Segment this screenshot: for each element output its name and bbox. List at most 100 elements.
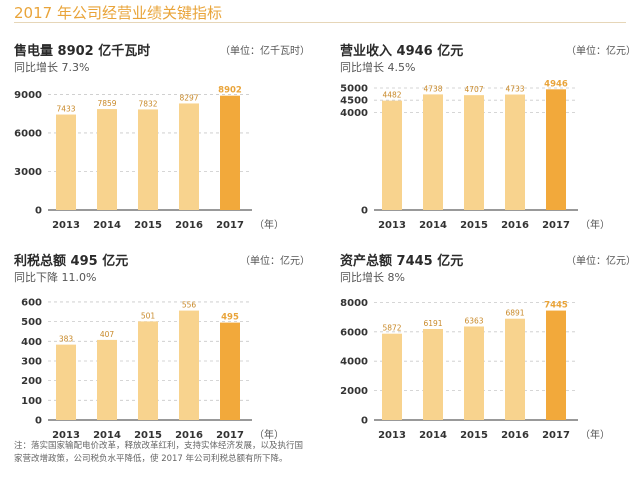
- bar-value-label: 6363: [464, 316, 483, 325]
- bar-value-label: 7832: [138, 99, 157, 108]
- panel-heading: 营业收入 4946 亿元: [340, 44, 464, 59]
- y-tick-label: 3000: [14, 167, 42, 178]
- panel-unit: （单位：亿千瓦时）: [220, 46, 310, 57]
- bar: [546, 310, 566, 420]
- bar: [464, 326, 484, 420]
- panel-revenue: 营业收入 4946 亿元 （单位：亿元） 同比增长 4.5% 0 4000 4500…: [340, 40, 636, 245]
- x-tick-label: 2016: [175, 220, 203, 231]
- x-tick-label: 2016: [501, 430, 529, 441]
- bar-value-label: 8902: [218, 86, 242, 96]
- x-tick-label: 2013: [378, 430, 406, 441]
- bar-chart-profit-tax: 0 100 200 300 400 500 600 383 2013 407 2014 501 2015…: [21, 297, 284, 441]
- y-tick-label: 100: [21, 396, 42, 407]
- panel-unit: （单位：亿元）: [566, 256, 636, 267]
- bar-value-label: 4946: [544, 79, 568, 89]
- x-tick-label: 2014: [419, 430, 447, 441]
- bar-value-label: 4738: [423, 84, 442, 93]
- bar-value-label: 501: [141, 311, 156, 320]
- panel-growth: 同比增长 7.3%: [14, 61, 90, 74]
- y-tick-label: 6000: [340, 327, 368, 338]
- bar-value-label: 7433: [56, 105, 75, 114]
- bar: [505, 94, 525, 210]
- y-tick-label: 6000: [14, 128, 42, 139]
- bar: [56, 344, 76, 420]
- panel-heading: 售电量 8902 亿千瓦时: [14, 44, 151, 59]
- x-tick-label: 2014: [93, 430, 121, 441]
- bar: [464, 95, 484, 210]
- x-tick-label: 2015: [134, 430, 162, 441]
- bar-value-label: 8297: [179, 93, 198, 102]
- x-tick-label: 2017: [216, 430, 244, 441]
- bar-value-label: 495: [221, 313, 239, 323]
- panel-total-assets: 资产总额 7445 亿元 （单位：亿元） 同比增长 8% 0 2000 4000 60…: [340, 250, 636, 455]
- x-tick-label: 2016: [501, 220, 529, 231]
- y-tick-label: 400: [21, 337, 42, 348]
- bar-value-label: 7859: [97, 99, 116, 108]
- y-tick-label: 4500: [340, 96, 368, 107]
- y-tick-label: 300: [21, 356, 42, 367]
- bar: [56, 114, 76, 210]
- bar-value-label: 6191: [423, 319, 442, 328]
- bar-value-label: 4733: [505, 85, 524, 94]
- panel-electricity-sales: 售电量 8902 亿千瓦时 （单位：亿千瓦时） 同比增长 7.3% 0 3000 6…: [14, 40, 314, 245]
- y-tick-label: 0: [361, 206, 368, 217]
- title-divider: [14, 22, 626, 23]
- y-tick-label: 4000: [340, 357, 368, 368]
- bar: [505, 318, 525, 420]
- bar: [546, 89, 566, 210]
- bar-value-label: 556: [182, 301, 197, 310]
- bar: [179, 310, 199, 420]
- bar: [220, 322, 240, 420]
- bar-value-label: 407: [100, 330, 115, 339]
- y-tick-label: 4000: [340, 108, 368, 119]
- x-tick-label: 2015: [460, 220, 488, 231]
- bar-value-label: 4482: [382, 91, 401, 100]
- bar: [423, 328, 443, 420]
- bar-value-label: 4707: [464, 85, 483, 94]
- bar: [382, 100, 402, 210]
- x-axis-unit-label: （年）: [254, 218, 284, 231]
- x-tick-label: 2016: [175, 430, 203, 441]
- y-tick-label: 2000: [340, 386, 368, 397]
- x-tick-label: 2013: [378, 220, 406, 231]
- panel-growth: 同比下降 11.0%: [14, 271, 97, 284]
- y-tick-label: 500: [21, 317, 42, 328]
- y-tick-label: 8000: [340, 298, 368, 309]
- panel-growth: 同比增长 4.5%: [340, 61, 416, 74]
- x-tick-label: 2013: [52, 220, 80, 231]
- y-tick-label: 0: [361, 416, 368, 427]
- x-tick-label: 2015: [134, 220, 162, 231]
- y-tick-label: 0: [35, 206, 42, 217]
- bar: [138, 109, 158, 210]
- x-axis-unit-label: （年）: [580, 428, 610, 441]
- bar-chart-electricity-sales: 0 3000 6000 9000 7433 2013 7859 2014 7832 2015 829…: [14, 86, 284, 231]
- footnote: 注：落实国家输配电价改革，释放改革红利，支持实体经济发展，以及执行国家营改增政策…: [14, 441, 304, 464]
- x-axis-unit-label: （年）: [580, 218, 610, 231]
- x-axis-unit-label: （年）: [254, 428, 284, 441]
- x-tick-label: 2017: [542, 430, 570, 441]
- bar: [97, 109, 117, 210]
- x-tick-label: 2017: [216, 220, 244, 231]
- panel-unit: （单位：亿元）: [566, 46, 636, 57]
- bar-value-label: 6891: [505, 309, 524, 318]
- panel-heading: 利税总额 495 亿元: [14, 254, 129, 269]
- bar-value-label: 7445: [544, 301, 568, 311]
- x-tick-label: 2014: [419, 220, 447, 231]
- bar-chart-total-assets: 0 2000 4000 6000 8000 5872 2013 6191 2014 6363 201…: [340, 298, 610, 441]
- bar: [138, 321, 158, 420]
- panel-heading: 资产总额 7445 亿元: [340, 254, 464, 269]
- bar-value-label: 383: [59, 335, 74, 344]
- x-tick-label: 2015: [460, 430, 488, 441]
- y-tick-label: 9000: [14, 90, 42, 101]
- bar: [382, 333, 402, 420]
- y-tick-label: 0: [35, 416, 42, 427]
- bar: [97, 339, 117, 420]
- y-tick-label: 600: [21, 297, 42, 308]
- bar: [179, 103, 199, 210]
- y-tick-label: 200: [21, 376, 42, 387]
- panel-growth: 同比增长 8%: [340, 271, 405, 284]
- x-tick-label: 2014: [93, 220, 121, 231]
- bar-value-label: 5872: [382, 324, 401, 333]
- x-tick-label: 2017: [542, 220, 570, 231]
